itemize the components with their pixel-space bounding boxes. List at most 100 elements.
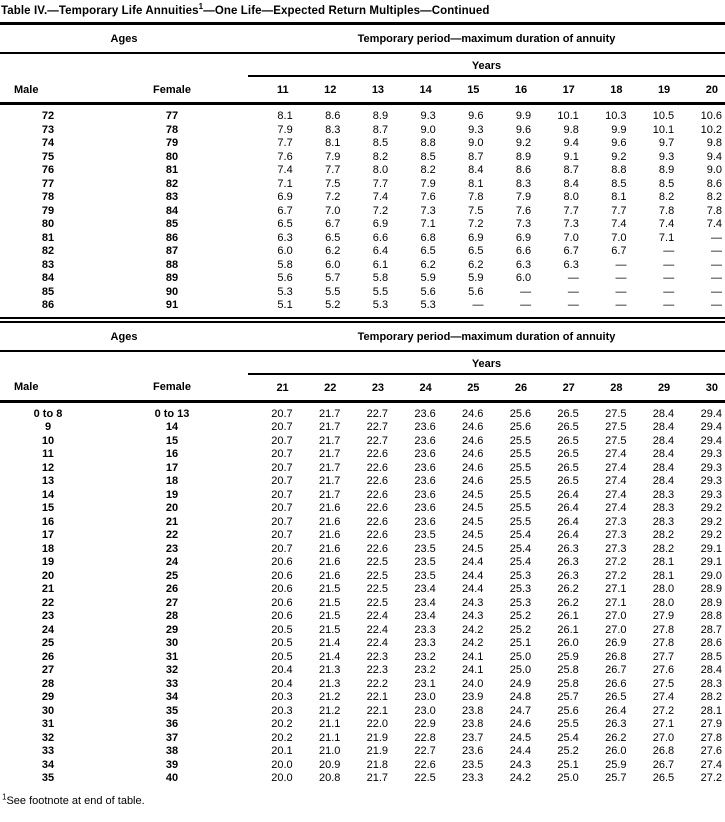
multiple-value-cell: 25.0 xyxy=(509,650,532,663)
multiple-value-cell: 23.7 xyxy=(462,731,484,744)
multiple-value-cell: 8.8 xyxy=(420,137,436,149)
multiple-value-cell: 5.6 xyxy=(277,272,293,284)
table-row: 15 20 20.7 21.6 22.6 23.6 24.5 25.5 26.4 27.4 28.3… xyxy=(0,502,725,516)
multiple-value-cell: 23.6 xyxy=(414,515,436,528)
female-age-cell: 15 xyxy=(165,434,179,447)
table-row: 22 27 20.6 21.5 22.5 23.4 24.3 25.3 26.2 27.1 28.0… xyxy=(0,597,725,611)
male-column-header: Male xyxy=(0,373,96,403)
multiple-value-cell: 5.2 xyxy=(325,299,341,311)
multiple-value-cell: 6.7 xyxy=(611,245,627,257)
multiple-value-cell: 8.0 xyxy=(372,164,389,176)
multiple-value-cell: 20.7 xyxy=(271,461,293,474)
multiple-value-cell: 27.9 xyxy=(700,718,722,730)
male-age-cell: 12 xyxy=(41,461,55,474)
multiple-value-cell: 25.0 xyxy=(509,664,532,676)
multiple-value-cell: 26.5 xyxy=(557,475,579,487)
multiple-value-cell: 28.3 xyxy=(652,502,675,514)
multiple-value-cell: 28.2 xyxy=(652,542,675,555)
multiple-value-cell: 26.1 xyxy=(557,623,579,636)
multiple-value-cell: 26.5 xyxy=(557,407,579,420)
multiple-value-cell: 25.5 xyxy=(509,434,532,447)
multiple-value-cell: 25.5 xyxy=(509,448,532,460)
multiple-value-cell: 22.6 xyxy=(366,461,389,474)
multiple-value-cell: 25.5 xyxy=(509,515,532,528)
multiple-value-cell: 5.5 xyxy=(372,285,389,298)
multiple-value-cell: 23.4 xyxy=(414,596,436,609)
multiple-value-cell: 5.5 xyxy=(325,285,341,298)
multiple-value-cell: 6.5 xyxy=(325,231,341,244)
male-age-cell: 25 xyxy=(41,637,55,649)
female-age-cell: 30 xyxy=(165,637,179,649)
multiple-value-cell: 8.2 xyxy=(420,164,436,176)
multiple-value-cell: 27.0 xyxy=(652,731,675,744)
multiple-value-cell: 22.6 xyxy=(366,448,389,460)
multiple-value-cell: 28.9 xyxy=(700,583,722,595)
ages-header: Ages xyxy=(0,322,248,352)
table-row: 76 81 7.4 7.7 8.0 8.2 8.4 8.6 8.7 8.8 8.9 9.0 xyxy=(0,164,725,178)
multiple-value-cell: 20.7 xyxy=(271,421,293,433)
female-age-cell: 28 xyxy=(165,610,179,622)
multiple-value-cell: 6.4 xyxy=(372,245,389,257)
year-column-header: 11 xyxy=(248,76,296,105)
multiple-value-cell: 23.1 xyxy=(414,677,436,690)
female-age-cell: 23 xyxy=(165,542,179,555)
multiple-value-cell: 8.1 xyxy=(277,110,293,122)
table-row: 80 85 6.5 6.7 6.9 7.1 7.2 7.3 7.3 7.4 7.4 7.4 xyxy=(0,218,725,232)
female-age-cell: 32 xyxy=(165,664,179,676)
multiple-value-cell: 24.5 xyxy=(462,542,484,555)
multiple-value-cell: 20.6 xyxy=(271,569,293,582)
multiple-value-cell: 26.0 xyxy=(605,745,627,757)
multiple-value-cell: 21.5 xyxy=(318,623,341,636)
multiple-value-cell: 20.0 xyxy=(271,772,293,784)
multiple-value-cell: 21.6 xyxy=(318,502,341,514)
year-column-header: 14 xyxy=(391,76,439,105)
multiple-value-cell: 21.6 xyxy=(318,542,341,555)
multiple-value-cell: 28.3 xyxy=(652,488,675,501)
table-row: 34 39 20.0 20.9 21.8 22.6 23.5 24.3 25.1 25.9 26.7… xyxy=(0,759,725,773)
multiple-value-cell: 23.2 xyxy=(414,650,436,663)
multiple-value-cell: 9.9 xyxy=(611,123,627,136)
multiple-value-cell: 28.4 xyxy=(700,664,722,676)
spacer-cell xyxy=(0,351,248,374)
multiple-value-cell: 25.6 xyxy=(509,407,532,420)
multiple-value-cell: 20.7 xyxy=(271,488,293,501)
multiple-value-cell: 22.6 xyxy=(414,758,436,771)
multiple-value-cell: 7.7 xyxy=(563,204,579,217)
female-age-cell: 20 xyxy=(165,502,179,514)
multiple-value-cell: 25.3 xyxy=(509,569,532,582)
multiple-value-cell: 27.0 xyxy=(605,623,627,636)
multiple-value-cell: 7.4 xyxy=(372,191,389,203)
year-column-header: 30 xyxy=(677,373,725,403)
multiple-value-cell: — xyxy=(520,299,532,311)
multiple-value-cell: 28.4 xyxy=(652,475,675,487)
multiple-value-cell: 20.5 xyxy=(271,650,293,663)
multiple-value-cell: 21.8 xyxy=(366,758,389,771)
multiple-value-cell: 26.5 xyxy=(557,461,579,474)
multiple-value-cell: 25.4 xyxy=(557,731,579,744)
multiple-value-cell: 28.4 xyxy=(652,421,675,433)
multiple-value-cell: 8.1 xyxy=(611,191,627,203)
multiple-value-cell: 29.2 xyxy=(700,502,722,514)
group-header-row: Ages Temporary period—maximum duration o… xyxy=(0,322,725,352)
multiple-value-cell: 7.1 xyxy=(277,177,293,190)
multiple-value-cell: 20.3 xyxy=(271,704,293,717)
multiple-value-cell: 20.1 xyxy=(271,745,293,757)
male-age-cell: 20 xyxy=(41,569,55,582)
multiple-value-cell: 5.3 xyxy=(372,299,389,311)
multiple-value-cell: 7.6 xyxy=(515,204,532,217)
multiple-value-cell: 28.1 xyxy=(652,556,675,568)
female-age-cell: 88 xyxy=(165,258,179,271)
female-age-cell: 89 xyxy=(165,272,179,284)
multiple-value-cell: — xyxy=(615,299,627,311)
annuity-table-years-21-30: Ages Temporary period—maximum duration o… xyxy=(0,322,725,790)
multiple-value-cell: 24.5 xyxy=(509,731,532,744)
multiple-value-cell: 25.5 xyxy=(509,502,532,514)
multiple-value-cell: 9.3 xyxy=(468,123,484,136)
multiple-value-cell: 9.0 xyxy=(706,164,722,176)
multiple-value-cell: 10.2 xyxy=(700,123,722,136)
multiple-value-cell: 23.6 xyxy=(414,448,436,460)
year-column-header: 17 xyxy=(534,76,582,105)
multiple-value-cell: 23.6 xyxy=(414,488,436,501)
multiple-value-cell: 6.2 xyxy=(420,258,436,271)
multiple-value-cell: 21.4 xyxy=(318,637,341,649)
